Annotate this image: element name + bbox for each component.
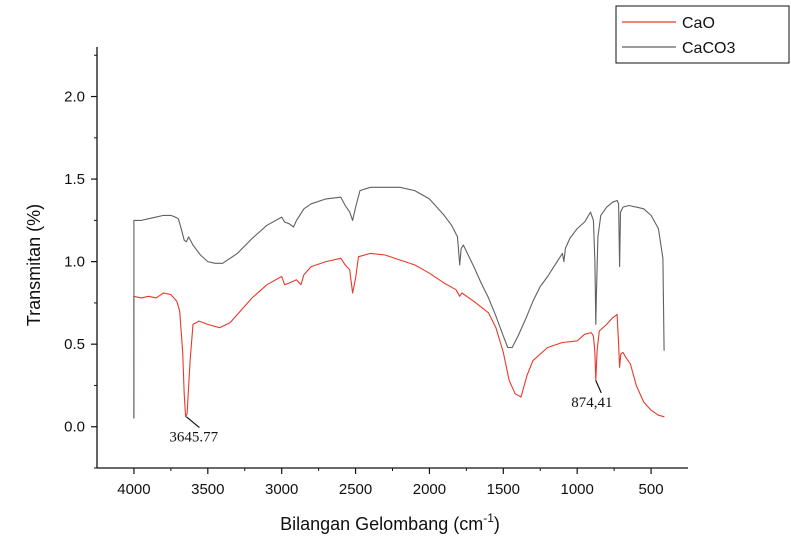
y-tick-label: 0.5 bbox=[64, 336, 85, 353]
annotation-leader-line bbox=[595, 380, 602, 394]
y-tick-label: 2.0 bbox=[64, 89, 85, 106]
x-tick-label: 2000 bbox=[413, 481, 446, 498]
annotation-label: 874,41 bbox=[571, 395, 612, 411]
series-line-caco3 bbox=[133, 186, 665, 419]
x-axis-title: Bilangan Gelombang (cm-1) bbox=[280, 511, 500, 534]
series-line-cao bbox=[133, 252, 665, 419]
y-tick-label: 1.0 bbox=[64, 254, 85, 271]
x-tick-label: 3500 bbox=[191, 481, 224, 498]
annotation-leader-line bbox=[186, 416, 200, 429]
series-layer bbox=[133, 186, 665, 419]
annotations: 3645.77 874,41 bbox=[169, 380, 613, 446]
y-tick-label: 0.0 bbox=[64, 419, 85, 436]
x-axis-title-end: ) bbox=[494, 514, 500, 534]
y-axis-title: Transmitan (%) bbox=[24, 204, 44, 326]
x-axis-title-main: Bilangan Gelombang (cm bbox=[280, 514, 483, 534]
x-tick-label: 1000 bbox=[561, 481, 594, 498]
y-tick-label: 1.5 bbox=[64, 171, 85, 188]
x-axis-title-superscript: -1 bbox=[483, 511, 494, 525]
legend-box bbox=[615, 5, 790, 64]
x-tick-label: 4000 bbox=[117, 481, 150, 498]
legend-label-caco3: CaCO3 bbox=[682, 40, 735, 57]
axis-ticks: 4000 3500 3000 2500 2000 1500 1000 500 0.0 0.5 1.0… bbox=[64, 54, 664, 498]
x-tick-label: 3000 bbox=[265, 481, 298, 498]
x-tick-label: 1500 bbox=[487, 481, 520, 498]
legend-label-cao: CaO bbox=[682, 15, 715, 32]
x-tick-label: 500 bbox=[639, 481, 664, 498]
legend: CaO CaCO3 bbox=[615, 5, 790, 64]
annotation-label: 3645.77 bbox=[169, 430, 218, 446]
x-tick-label: 2500 bbox=[339, 481, 372, 498]
